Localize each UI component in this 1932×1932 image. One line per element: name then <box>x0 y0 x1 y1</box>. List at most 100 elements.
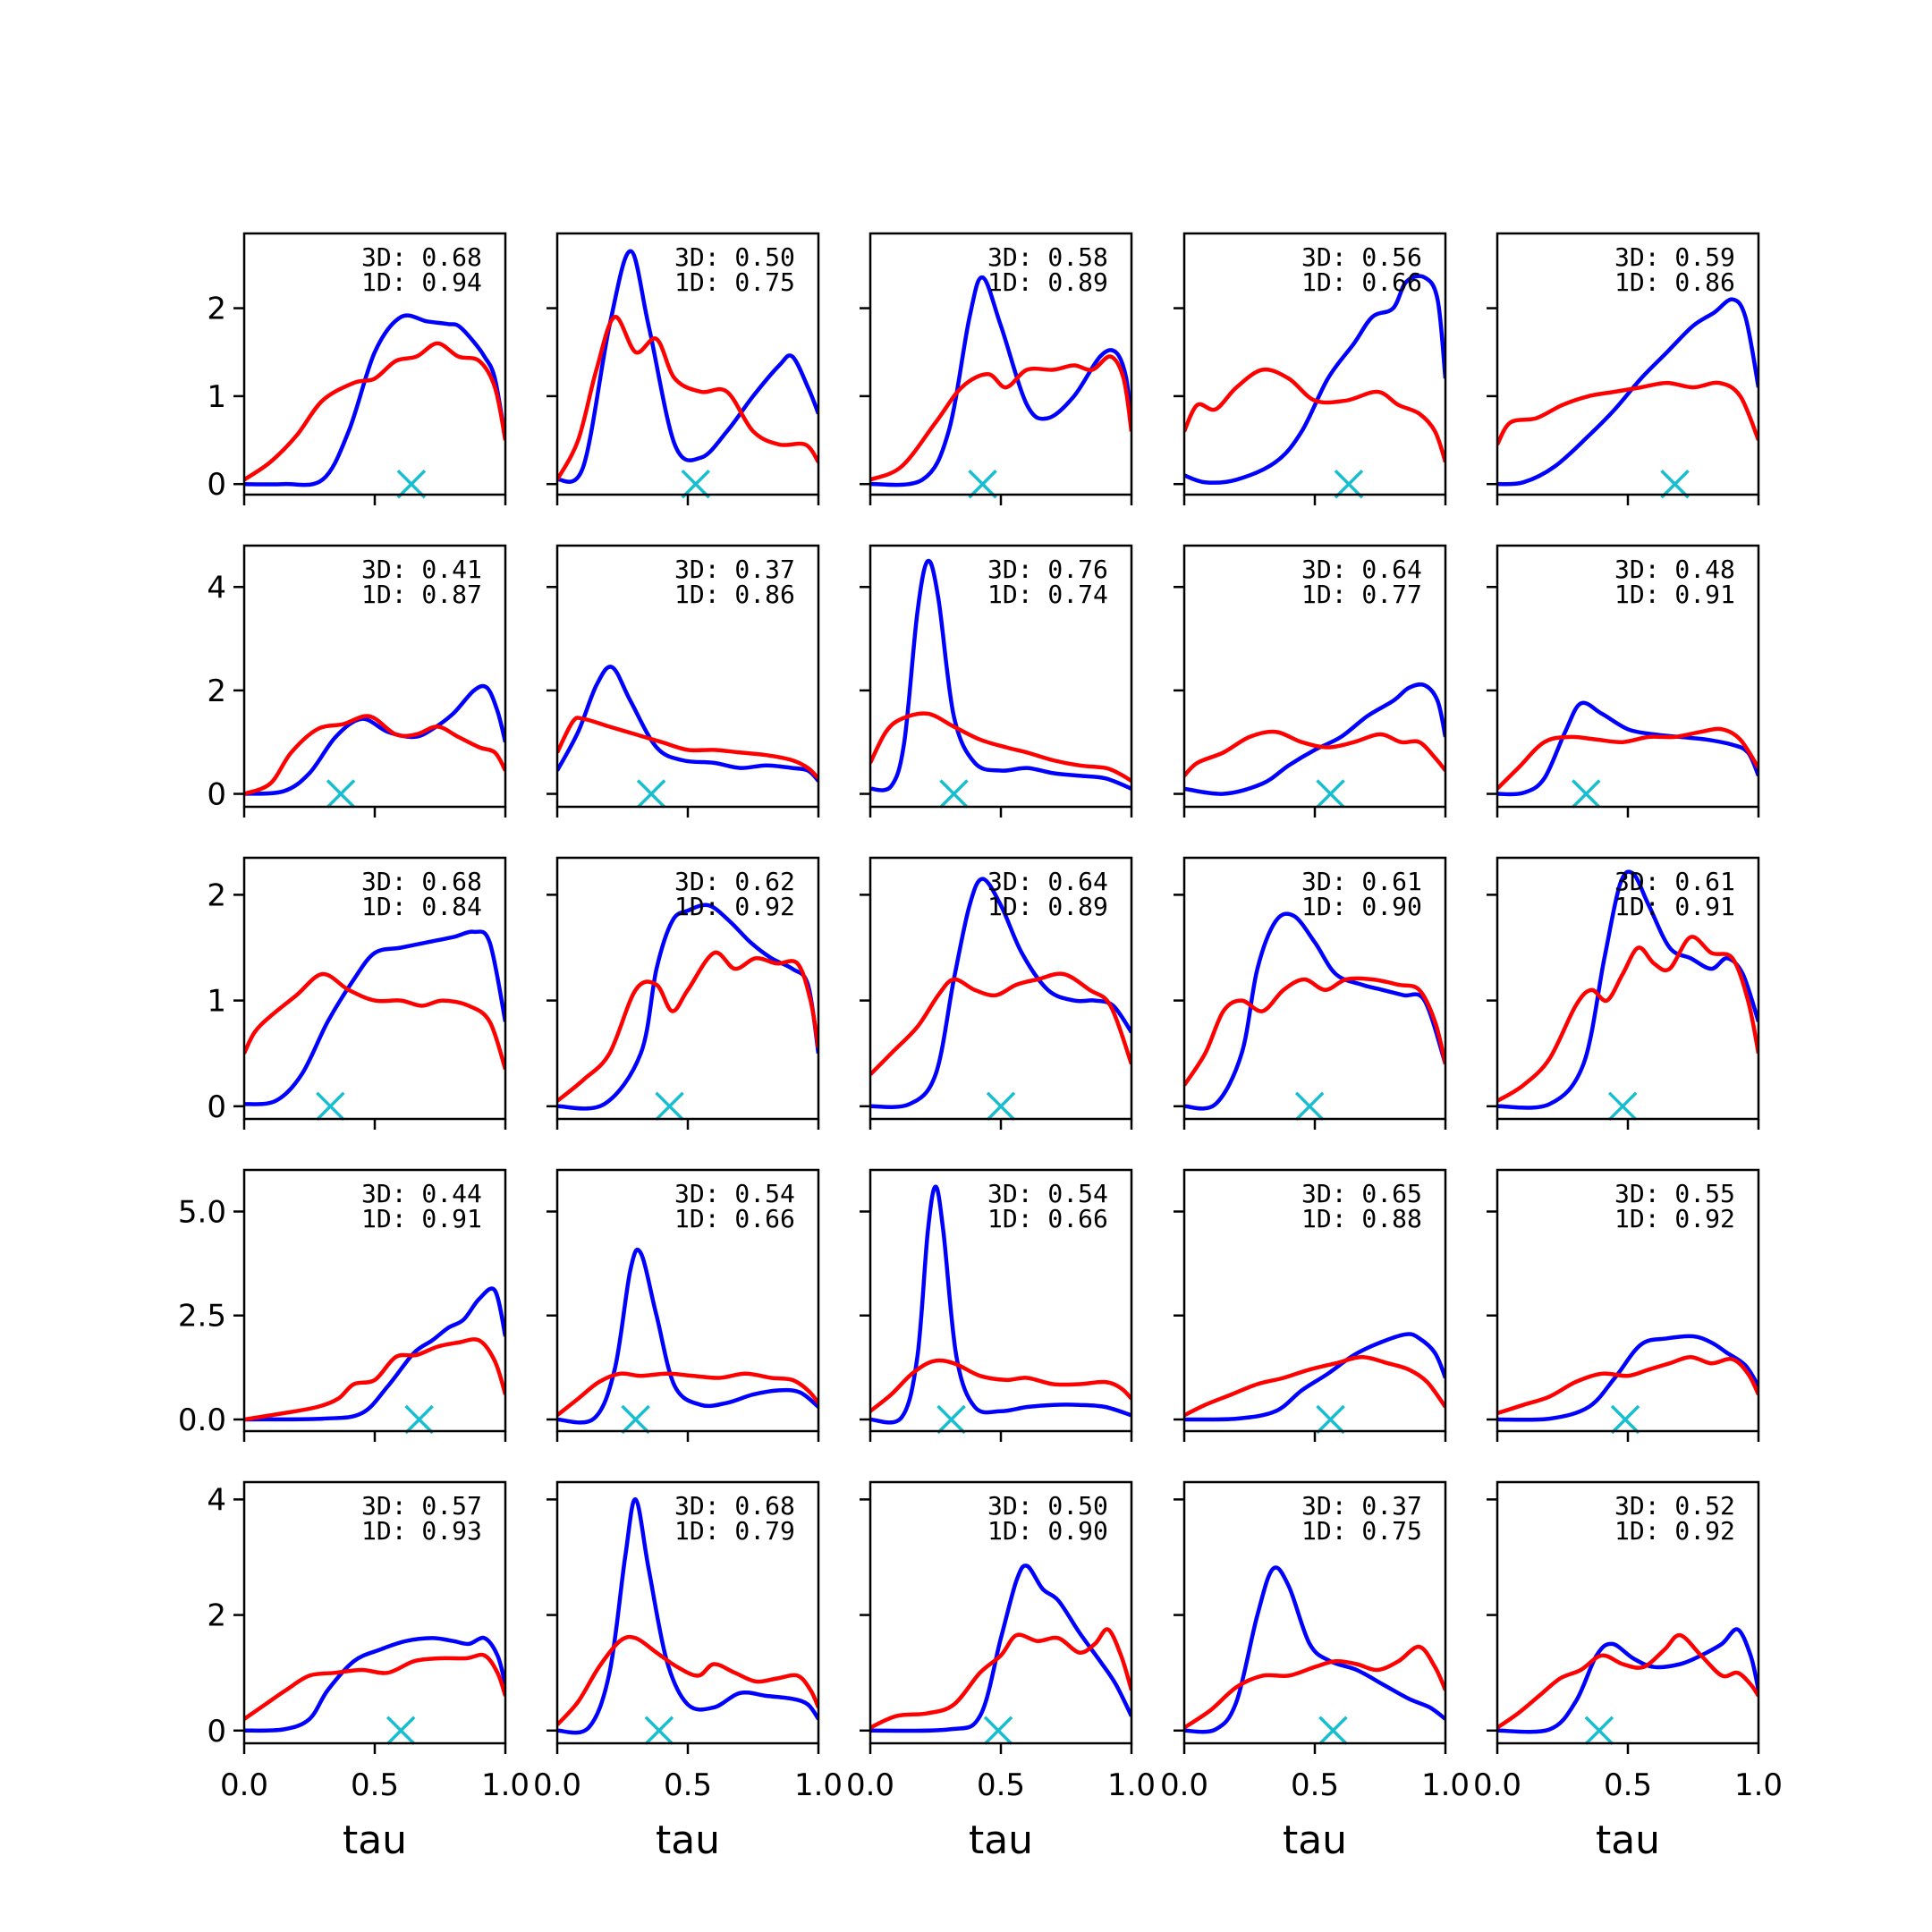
y-tick-label: 0 <box>207 777 226 813</box>
curves <box>1184 911 1445 1111</box>
y-tick-label: 2 <box>207 292 226 327</box>
curves <box>1497 297 1758 487</box>
marker-x <box>1607 1091 1638 1122</box>
series-red-line <box>870 1358 1131 1413</box>
curves <box>557 1248 818 1425</box>
x-tick-label: 1.0 <box>481 1767 530 1803</box>
annotation-3d: 3D: 0.41 <box>361 555 482 584</box>
annotation-1d: 1D: 0.89 <box>987 267 1108 297</box>
x-tick-label: 1.0 <box>1421 1767 1470 1803</box>
marker-x <box>1316 1404 1345 1435</box>
y-tick-label: 5.0 <box>178 1194 226 1230</box>
series-red-line <box>244 1652 505 1721</box>
annotation-3d: 3D: 0.68 <box>361 242 482 272</box>
curves <box>557 249 818 484</box>
series-red-line <box>244 1337 505 1422</box>
annotation-3d: 3D: 0.44 <box>361 1179 482 1208</box>
x-tick-label: 0.0 <box>220 1767 268 1803</box>
annotation-3d: 3D: 0.61 <box>1614 867 1735 896</box>
curves <box>244 1635 505 1733</box>
series-red-line <box>1184 1644 1445 1730</box>
curves <box>557 902 818 1111</box>
annotation-1d: 1D: 0.92 <box>674 892 795 921</box>
annotation-1d: 1D: 0.66 <box>674 1204 795 1233</box>
series-blue-line <box>1184 1332 1445 1422</box>
marker-x <box>681 469 710 499</box>
series-red-line <box>1497 380 1758 446</box>
series-blue-line <box>557 249 818 484</box>
annotation-3d: 3D: 0.76 <box>987 555 1108 584</box>
series-blue-line <box>1497 869 1758 1110</box>
annotation-3d: 3D: 0.64 <box>987 867 1108 896</box>
annotation-3d: 3D: 0.52 <box>1614 1491 1735 1521</box>
y-tick-label: 1 <box>207 984 226 1020</box>
x-tick-label: 0.5 <box>1604 1767 1652 1803</box>
annotation-1d: 1D: 0.84 <box>361 892 482 921</box>
x-axis-label: tau <box>656 1818 720 1863</box>
marker-x <box>983 1716 1013 1746</box>
marker-x <box>396 469 427 499</box>
x-tick-label: 0.0 <box>533 1767 581 1803</box>
annotation-1d: 1D: 0.90 <box>1301 892 1422 921</box>
y-tick-label: 2 <box>207 674 226 709</box>
annotation-1d: 1D: 0.75 <box>674 267 795 297</box>
series-blue-line <box>1497 1334 1758 1422</box>
curves <box>1184 682 1445 796</box>
annotation-1d: 1D: 0.75 <box>1301 1516 1422 1546</box>
marker-x <box>1334 469 1364 499</box>
annotation-3d: 3D: 0.55 <box>1614 1179 1735 1208</box>
x-tick-label: 1.0 <box>794 1767 843 1803</box>
marker-x <box>316 1091 345 1122</box>
y-tick-label: 2 <box>207 1598 226 1634</box>
annotation-3d: 3D: 0.48 <box>1614 555 1735 584</box>
series-blue-line <box>1497 1627 1758 1734</box>
series-blue-line <box>870 877 1131 1109</box>
annotation-1d: 1D: 0.79 <box>674 1516 795 1546</box>
series-red-line <box>1184 367 1445 463</box>
series-blue-line <box>557 902 818 1111</box>
marker-x <box>986 1091 1016 1122</box>
annotation-3d: 3D: 0.56 <box>1301 242 1422 272</box>
series-red-line <box>557 1634 818 1726</box>
curves <box>1497 1334 1758 1422</box>
curves <box>1497 869 1758 1110</box>
annotation-1d: 1D: 0.91 <box>1614 580 1735 609</box>
x-tick-label: 0.5 <box>1291 1767 1339 1803</box>
annotation-1d: 1D: 0.66 <box>987 1204 1108 1233</box>
series-blue-line <box>870 275 1131 487</box>
series-red-line <box>557 950 818 1103</box>
series-blue-line <box>1184 911 1445 1111</box>
x-tick-label: 0.5 <box>664 1767 712 1803</box>
curves <box>1497 1627 1758 1734</box>
marker-x <box>644 1716 674 1746</box>
marker-x <box>386 1716 416 1746</box>
y-tick-label: 0 <box>207 467 226 503</box>
annotation-3d: 3D: 0.59 <box>1614 242 1735 272</box>
y-tick-label: 4 <box>207 1482 226 1518</box>
y-tick-label: 0.0 <box>178 1402 226 1438</box>
curves <box>244 1286 505 1422</box>
series-blue-line <box>244 929 505 1106</box>
annotation-1d: 1D: 0.88 <box>1301 1204 1422 1233</box>
curves <box>870 1184 1131 1425</box>
marker-x <box>636 779 666 809</box>
series-blue-line <box>1184 274 1445 485</box>
curves <box>870 275 1131 487</box>
